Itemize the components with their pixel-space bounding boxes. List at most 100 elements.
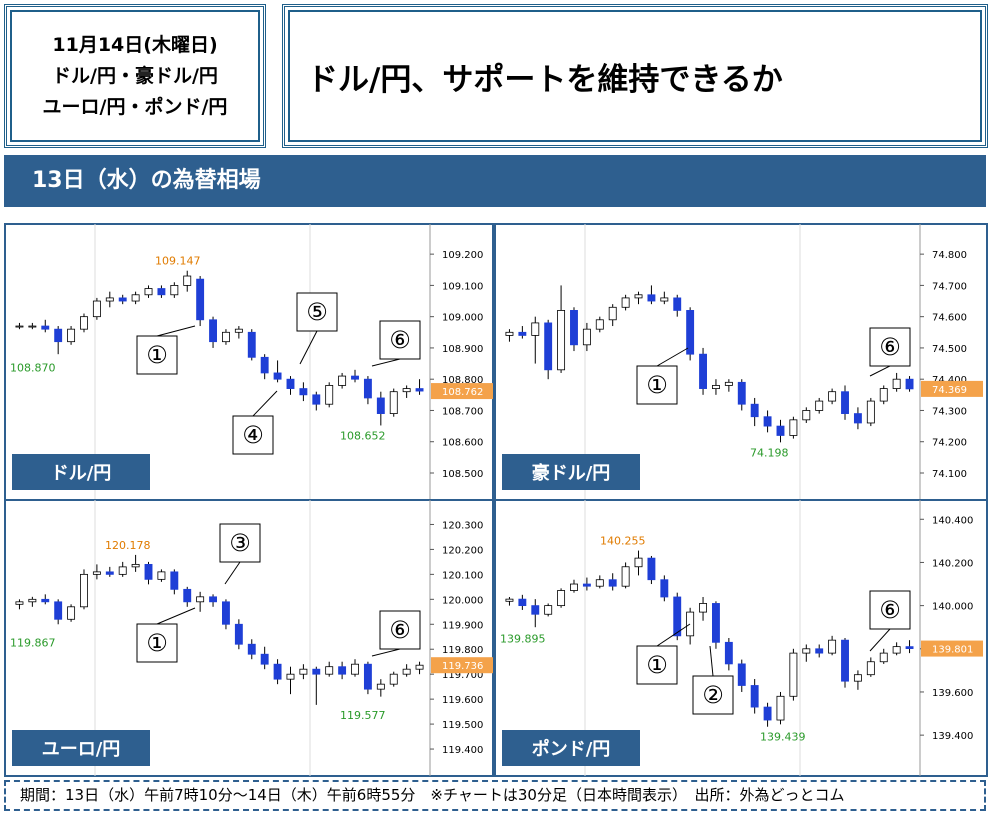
y-tick-label: 74.700 [932, 281, 967, 292]
callout-box [636, 645, 678, 685]
candle-body [41, 325, 50, 330]
candle-body [557, 310, 566, 371]
date-box: 11月14日(木曜日) ドル/円・豪ドル/円 ユーロ/円・ポンド/円 [4, 4, 266, 148]
pair-label: 豪ドル/円 [532, 462, 611, 484]
candle-body [750, 685, 759, 708]
price-annotation: 139.895 [500, 632, 546, 645]
y-tick-label: 120.100 [442, 570, 483, 581]
candle-body [815, 648, 824, 654]
date-line: 11月14日(木曜日) [52, 33, 218, 56]
candle-body [841, 391, 849, 414]
callout-label: ⑥ [879, 333, 901, 361]
candle-body [892, 378, 901, 389]
candle-body [15, 601, 24, 605]
candle-body [505, 598, 514, 602]
callout-label: ② [702, 681, 724, 709]
candle-body [673, 297, 682, 311]
candle-body [699, 353, 707, 389]
y-tick-label: 108.600 [442, 438, 483, 449]
candle-body [260, 653, 269, 665]
callout-pointer [709, 645, 714, 677]
candle-body [737, 381, 746, 405]
y-tick-label: 108.700 [442, 406, 483, 417]
candle-body [570, 583, 578, 591]
candle-body [621, 566, 630, 587]
candle-body [92, 571, 101, 575]
callout-label: ① [146, 629, 168, 657]
candle-body [286, 378, 295, 389]
candle-body [144, 563, 153, 580]
candle-body [15, 325, 24, 328]
callout-label: ⑥ [389, 326, 411, 354]
candle-body [196, 278, 205, 321]
candle-body [67, 328, 76, 343]
candle-body [866, 400, 875, 424]
candle-body [570, 310, 578, 346]
candle-body [724, 381, 733, 386]
y-tick-label: 108.500 [442, 469, 483, 480]
candle-body [608, 579, 617, 587]
last-price-box [921, 380, 983, 397]
callout-pointer [252, 390, 278, 417]
candle-body [763, 416, 772, 427]
candle-body [363, 378, 372, 399]
candle-body [621, 297, 630, 308]
candle-body [338, 375, 347, 386]
callout-pointer [371, 648, 401, 657]
callout-pointer [156, 607, 196, 625]
y-tick-label: 119.900 [442, 620, 483, 631]
pair-label-box [12, 730, 150, 766]
candle-body [402, 668, 411, 675]
candle-body [338, 666, 347, 675]
candle-body [892, 646, 901, 654]
y-tick-label: 120.300 [442, 520, 483, 531]
callout-pointer [224, 561, 241, 585]
candle-body [402, 388, 411, 393]
y-tick-label: 108.900 [442, 344, 483, 355]
candle-body [247, 643, 256, 655]
candle-body [183, 275, 192, 286]
callout-label: ⑤ [306, 298, 328, 326]
candle-body [41, 598, 50, 603]
y-tick-label: 74.600 [932, 313, 967, 324]
candle-body [815, 400, 824, 411]
y-tick-label: 119.800 [442, 645, 483, 656]
candle-body [67, 606, 76, 620]
y-tick-label: 74.500 [932, 344, 967, 355]
price-annotation: 120.178 [105, 539, 151, 552]
candle-body [582, 328, 591, 346]
candle-body [647, 294, 656, 302]
candle-body [776, 425, 785, 436]
candle-body [828, 391, 837, 402]
candle-body [557, 590, 566, 607]
last-price-label: 74.369 [932, 385, 967, 396]
candle-body [325, 666, 334, 675]
y-tick-label: 74.800 [932, 250, 967, 261]
callout-pointer [371, 358, 401, 367]
candle-body [80, 316, 88, 330]
candle-body [118, 566, 127, 575]
headline: ドル/円、サポートを維持できるか [307, 61, 783, 98]
candle-body [750, 403, 759, 418]
candle-body [853, 674, 862, 682]
candle-body [376, 683, 385, 690]
candle-body [866, 661, 875, 676]
candle-body [118, 297, 127, 302]
callout-pointer [156, 325, 196, 337]
candle-body [363, 663, 372, 690]
y-tick-label: 119.600 [442, 695, 483, 706]
candle-body [157, 571, 166, 580]
candle-body [828, 639, 837, 654]
candle-body [351, 663, 359, 675]
candle-body [518, 331, 527, 336]
callout-label: ① [146, 341, 168, 369]
y-tick-label: 120.000 [442, 595, 483, 606]
candle-body [724, 641, 733, 665]
pair-label-box [502, 454, 640, 490]
candle-body [853, 413, 862, 424]
candle-body [28, 598, 37, 603]
callout-box [296, 292, 338, 332]
candle-body [737, 663, 746, 686]
y-tick-label: 120.200 [442, 545, 483, 556]
